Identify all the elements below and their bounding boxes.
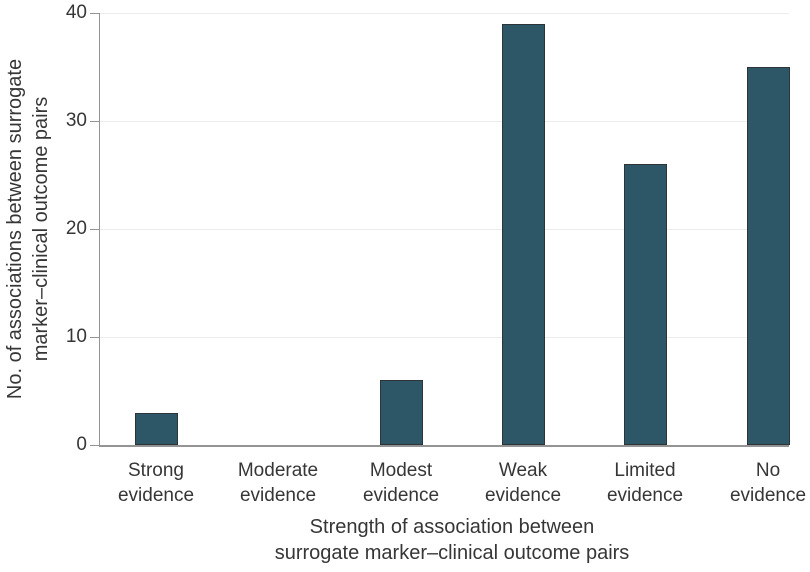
category-label-limited-evidence-line2: evidence	[606, 485, 684, 506]
y-tick-mark-10	[89, 336, 99, 338]
category-label-moderate-evidence: Moderate evidence	[208, 458, 348, 508]
x-axis-title: Strength of association between surrogat…	[152, 514, 752, 566]
category-label-no-evidence-line1: No	[755, 460, 781, 481]
y-tick-mark-0	[89, 444, 99, 446]
bar-limited-evidence	[623, 164, 667, 445]
x-axis-title-line2: surrogate marker–clinical outcome pairs	[274, 542, 630, 564]
category-label-weak-evidence: Weak evidence	[453, 458, 593, 508]
bar-no-evidence	[746, 67, 790, 445]
category-label-weak-evidence-line1: Weak	[498, 460, 548, 481]
gridline-40	[100, 12, 789, 14]
y-axis-line	[98, 13, 100, 447]
category-label-modest-evidence: Modest evidence	[331, 458, 471, 508]
category-label-limited-evidence-line1: Limited	[614, 460, 676, 481]
y-tick-mark-30	[89, 120, 99, 122]
y-tick-label-40: 40	[65, 2, 87, 23]
category-label-strong-evidence-line2: evidence	[117, 485, 195, 506]
gridline-30	[100, 120, 789, 122]
category-label-modest-evidence-line2: evidence	[362, 485, 440, 506]
bar-modest-evidence	[379, 380, 423, 445]
category-label-moderate-evidence-line2: evidence	[239, 485, 317, 506]
bar-strong-evidence	[134, 412, 178, 445]
category-label-modest-evidence-line1: Modest	[369, 460, 433, 481]
category-label-weak-evidence-line2: evidence	[484, 485, 562, 506]
category-label-no-evidence: No evidence	[698, 458, 810, 508]
category-label-moderate-evidence-line1: Moderate	[237, 460, 319, 481]
x-axis-title-line1: Strength of association between	[309, 516, 595, 538]
gridline-10	[100, 336, 789, 338]
category-label-no-evidence-line2: evidence	[729, 485, 807, 506]
x-axis-line	[98, 445, 789, 447]
category-label-strong-evidence: Strong evidence	[86, 458, 226, 508]
gridline-20	[100, 228, 789, 230]
y-tick-label-20: 20	[65, 218, 87, 239]
y-tick-mark-40	[89, 12, 99, 14]
y-axis-title-line1: No. of associations between surrogate	[4, 58, 26, 400]
y-tick-label-30: 30	[65, 110, 87, 131]
y-tick-label-0: 0	[76, 434, 87, 455]
category-label-limited-evidence: Limited evidence	[575, 458, 715, 508]
bar-weak-evidence	[501, 23, 545, 445]
y-tick-label-10: 10	[65, 326, 87, 347]
category-label-strong-evidence-line1: Strong	[128, 460, 184, 481]
y-tick-mark-20	[89, 228, 99, 230]
